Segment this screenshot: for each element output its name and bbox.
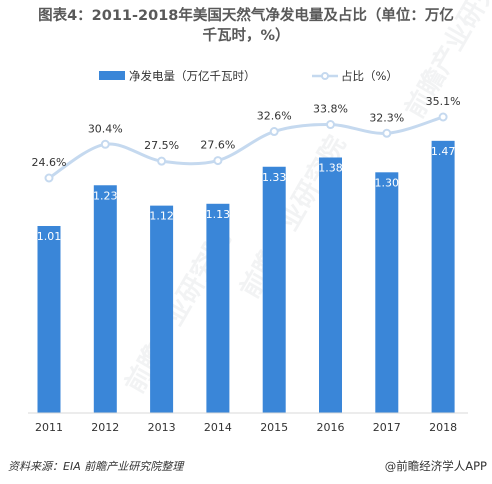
bar-2013 [150,205,174,413]
bar-value-label-2017: 1.30 [375,176,400,189]
bar-2015 [262,166,286,413]
share-label-2017: 32.3% [369,111,404,124]
bar-value-label-2013: 1.12 [149,210,174,223]
share-point-2014 [213,156,223,166]
share-point-2016 [326,120,335,130]
bar-2012 [93,185,117,413]
share-point-2018 [438,112,448,122]
share-label-2012: 30.4% [88,122,123,135]
bar-value-label-2011: 1.01 [37,230,62,243]
x-axis: 2011 2012 2013 2014 2015 2016 2017 2018 [28,412,468,434]
source-note: 资料来源：EIA 前瞻产业研究院整理 [8,460,185,473]
bar-2011 [37,226,61,413]
legend-line-marker [321,72,329,80]
x-tick-label-2018: 2018 [429,421,457,434]
share-label-2016: 33.8% [313,103,348,116]
bar-value-label-2016: 1.38 [318,161,343,174]
bar-value-label-2015: 1.33 [262,171,287,184]
bar-2018 [431,140,455,414]
x-tick-label-2016: 2016 [317,421,345,434]
brand-credit: @前瞻经济学人APP [385,459,487,473]
share-point-2017 [382,128,392,138]
share-point-2011 [44,173,54,183]
bar-series: 1.01 1.23 1.12 1.13 1.33 1.38 1.30 1.47 [37,140,456,414]
bar-value-label-2018: 1.47 [431,145,456,158]
share-label-2014: 27.6% [200,139,235,152]
legend-line-label: 占比（%） [341,69,398,83]
share-point-2013 [157,156,167,166]
legend-bar-label: 净发电量（万亿千瓦时） [129,69,256,83]
x-tick-label-2013: 2013 [148,421,176,434]
bar-2016 [319,157,342,413]
share-point-2015 [269,127,279,137]
x-tick-label-2015: 2015 [260,421,288,434]
x-tick-label-2017: 2017 [373,421,401,434]
bar-value-label-2012: 1.23 [93,189,118,202]
legend: 净发电量（万亿千瓦时） 占比（%） [99,69,398,83]
x-tick-label-2012: 2012 [91,421,119,434]
chart-title-line-2: 千瓦时，%） [202,26,289,44]
share-label-2018: 35.1% [426,95,461,108]
legend-bar-swatch [99,71,125,80]
bar-2014 [206,203,230,413]
share-label-2013: 27.5% [144,139,179,152]
bar-2017 [375,172,399,413]
chart-title-line-1: 图表4：2011-2018年美国天然气净发电量及占比（单位：万亿 [38,6,454,24]
x-tick-label-2014: 2014 [204,421,232,434]
share-label-2015: 32.6% [257,110,292,123]
share-label-2011: 24.6% [32,156,67,169]
bar-value-label-2014: 1.13 [206,208,231,221]
share-point-2012 [100,139,110,149]
line-series: 24.6% 30.4% 27.5% 27.6% 32.6% 33.8% 32.3% 35.1% [32,95,461,183]
x-tick-label-2011: 2011 [35,421,63,434]
